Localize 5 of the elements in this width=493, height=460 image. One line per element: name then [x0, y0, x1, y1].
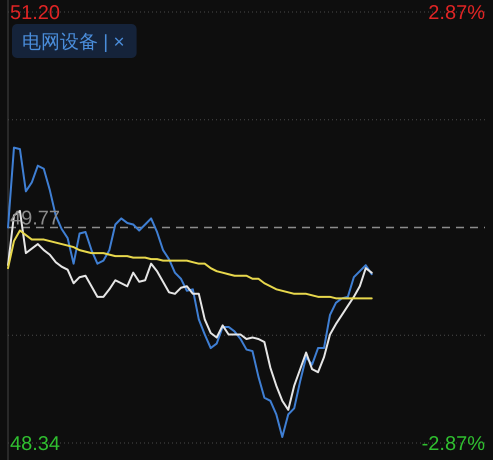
y-tick-label: 51.20: [10, 2, 60, 24]
y-tick-label: 48.34: [10, 433, 60, 455]
y2-tick-label: 2.87%: [428, 2, 486, 24]
y2-tick-label: -2.87%: [422, 433, 486, 455]
title-box: 电网设备 | ×: [12, 24, 137, 58]
